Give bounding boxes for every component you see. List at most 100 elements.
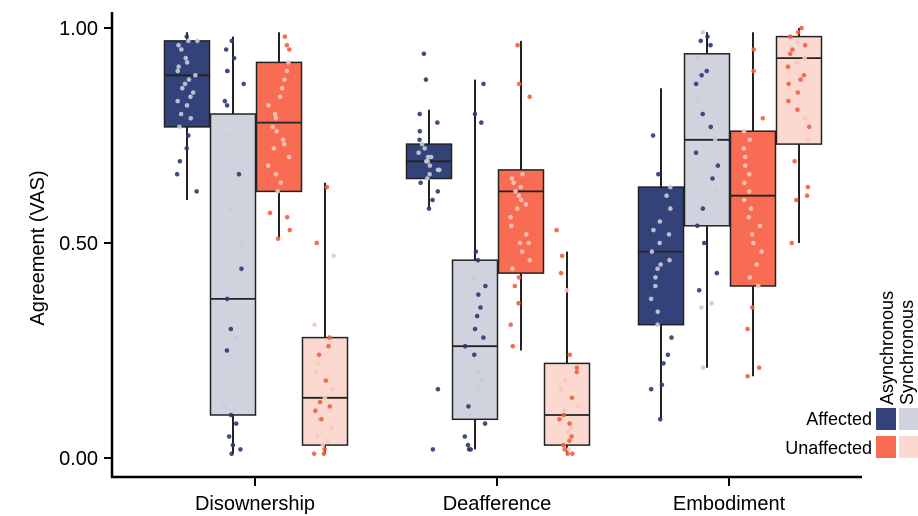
deafference-affected-asynchronous-point xyxy=(417,111,422,117)
deafference-unaffected-asynchronous-point xyxy=(517,240,523,246)
disownership-unaffected-asynchronous-point xyxy=(282,77,287,82)
embodiment-unaffected-asynchronous-point xyxy=(746,171,752,177)
deafference-unaffected-synchronous-point xyxy=(569,425,574,431)
legend-row-unaffected: Unaffected xyxy=(785,438,872,458)
deafference-unaffected-synchronous-point xyxy=(561,412,567,418)
embodiment-unaffected-asynchronous-point xyxy=(741,128,747,134)
deafference-unaffected-asynchronous-point xyxy=(519,249,525,254)
deafference-affected-asynchronous-point xyxy=(421,51,427,57)
deafference-affected-synchronous-point xyxy=(475,257,481,263)
embodiment-affected-asynchronous-point xyxy=(668,206,673,211)
deafference-affected-asynchronous-point xyxy=(427,171,432,177)
embodiment-affected-synchronous-point xyxy=(714,270,720,276)
deafference-affected-asynchronous-point xyxy=(424,176,430,181)
disownership-affected-asynchronous-point xyxy=(179,85,185,91)
disownership-unaffected-synchronous-point xyxy=(314,240,320,246)
embodiment-unaffected-asynchronous-point xyxy=(749,305,755,310)
disownership-unaffected-synchronous-point xyxy=(319,417,324,422)
deafference-unaffected-asynchronous-point xyxy=(516,300,521,306)
disownership-affected-synchronous-point xyxy=(228,412,234,418)
embodiment-unaffected-asynchronous-point xyxy=(745,326,750,332)
deafference-affected-synchronous-point xyxy=(474,313,480,319)
disownership-affected-synchronous-point xyxy=(229,451,234,457)
plot-area xyxy=(163,25,823,457)
deafference-affected-synchronous-point xyxy=(468,412,474,418)
embodiment-affected-asynchronous-point xyxy=(669,335,674,340)
disownership-affected-synchronous-point xyxy=(233,421,239,426)
deafference-affected-asynchronous-point xyxy=(422,146,427,151)
embodiment-unaffected-asynchronous-point xyxy=(745,374,750,379)
disownership-unaffected-synchronous-point xyxy=(324,184,330,190)
embodiment-affected-synchronous-point xyxy=(695,55,701,61)
embodiment-unaffected-asynchronous-point xyxy=(749,232,755,237)
embodiment-affected-asynchronous-point xyxy=(655,266,660,272)
embodiment-unaffected-synchronous-point xyxy=(806,137,811,143)
embodiment-affected-asynchronous-point xyxy=(657,240,663,246)
deafference-affected-synchronous-point xyxy=(481,81,486,87)
deafference-affected-synchronous-point xyxy=(471,352,477,358)
disownership-affected-asynchronous-point xyxy=(184,60,190,65)
deafference-affected-synchronous-point xyxy=(476,369,481,375)
embodiment-unaffected-synchronous-point xyxy=(788,34,793,39)
deafference-affected-synchronous-point xyxy=(479,378,485,383)
deafference-unaffected-asynchronous-point xyxy=(516,275,522,280)
disownership-unaffected-asynchronous-point xyxy=(275,236,281,241)
disownership-unaffected-asynchronous-point xyxy=(284,68,290,74)
deafference-affected-synchronous-point xyxy=(472,326,478,332)
disownership-affected-asynchronous-point xyxy=(183,55,189,61)
disownership-affected-asynchronous-point xyxy=(182,81,188,87)
embodiment-unaffected-synchronous-point xyxy=(794,60,800,65)
disownership-unaffected-synchronous-point xyxy=(312,322,317,328)
deafference-affected-asynchronous-point xyxy=(435,386,441,392)
deafference-unaffected-synchronous-point xyxy=(562,378,568,383)
embodiment-affected-synchronous-point xyxy=(700,206,706,211)
embodiment-unaffected-asynchronous-point xyxy=(756,365,762,371)
embodiment-unaffected-asynchronous-point xyxy=(751,240,756,246)
embodiment-unaffected-synchronous-point xyxy=(789,240,795,246)
disownership-affected-synchronous-point xyxy=(238,447,243,452)
deafference-unaffected-synchronous-point xyxy=(558,386,563,392)
deafference-unaffected-asynchronous-point xyxy=(523,202,529,207)
deafference-unaffected-asynchronous-point xyxy=(516,81,522,87)
embodiment-affected-asynchronous-point xyxy=(651,227,656,233)
embodiment-unaffected-asynchronous-point xyxy=(757,223,763,229)
deafference-affected-synchronous-box xyxy=(451,259,499,421)
disownership-unaffected-synchronous-point xyxy=(321,451,327,457)
disownership-affected-synchronous-point xyxy=(228,326,234,332)
embodiment-affected-asynchronous-box xyxy=(637,186,685,326)
deafference-affected-asynchronous-point xyxy=(423,77,429,82)
embodiment-affected-synchronous-point xyxy=(708,42,713,48)
embodiment-unaffected-asynchronous-point xyxy=(741,197,747,203)
deafference-affected-asynchronous-point xyxy=(430,197,435,203)
embodiment-affected-synchronous-point xyxy=(708,124,714,130)
deafference-unaffected-asynchronous-point xyxy=(512,283,518,289)
disownership-affected-asynchronous-point xyxy=(186,38,191,44)
x-tick-label-deafference: Deafference xyxy=(443,493,552,515)
embodiment-affected-asynchronous-point xyxy=(667,184,673,190)
deafference-unaffected-asynchronous-point xyxy=(527,257,533,263)
embodiment-affected-asynchronous-point xyxy=(664,193,669,198)
deafference-unaffected-synchronous-point xyxy=(574,365,580,371)
disownership-affected-synchronous-point xyxy=(224,103,230,108)
embodiment-unaffected-synchronous-point xyxy=(802,42,808,48)
deafference-affected-asynchronous-point xyxy=(435,120,440,125)
deafference-unaffected-asynchronous-point xyxy=(510,343,516,349)
legend-swatch-unaffected-synchronous xyxy=(899,436,918,458)
disownership-unaffected-synchronous-point xyxy=(313,369,319,375)
y-tick-label-1-00: 1.00 xyxy=(59,18,98,40)
embodiment-unaffected-asynchronous-point xyxy=(751,47,757,52)
embodiment-unaffected-synchronous-point xyxy=(804,193,810,198)
deafference-affected-asynchronous-point xyxy=(425,154,431,160)
embodiment-affected-synchronous-point xyxy=(704,68,710,74)
disownership-affected-asynchronous-point xyxy=(186,77,192,82)
embodiment-unaffected-synchronous-point xyxy=(806,124,812,130)
deafference-unaffected-synchronous-point xyxy=(565,451,570,457)
disownership-affected-synchronous-point xyxy=(223,47,229,52)
disownership-unaffected-asynchronous-point xyxy=(287,227,293,233)
deafference-unaffected-asynchronous-point xyxy=(516,193,522,198)
deafference-affected-asynchronous-point xyxy=(418,180,423,186)
deafference-unaffected-asynchronous-point xyxy=(520,171,525,177)
embodiment-affected-synchronous-point xyxy=(695,223,700,229)
x-tick-label-disownership: Disownership xyxy=(195,493,315,515)
disownership-unaffected-synchronous-point xyxy=(320,442,326,448)
